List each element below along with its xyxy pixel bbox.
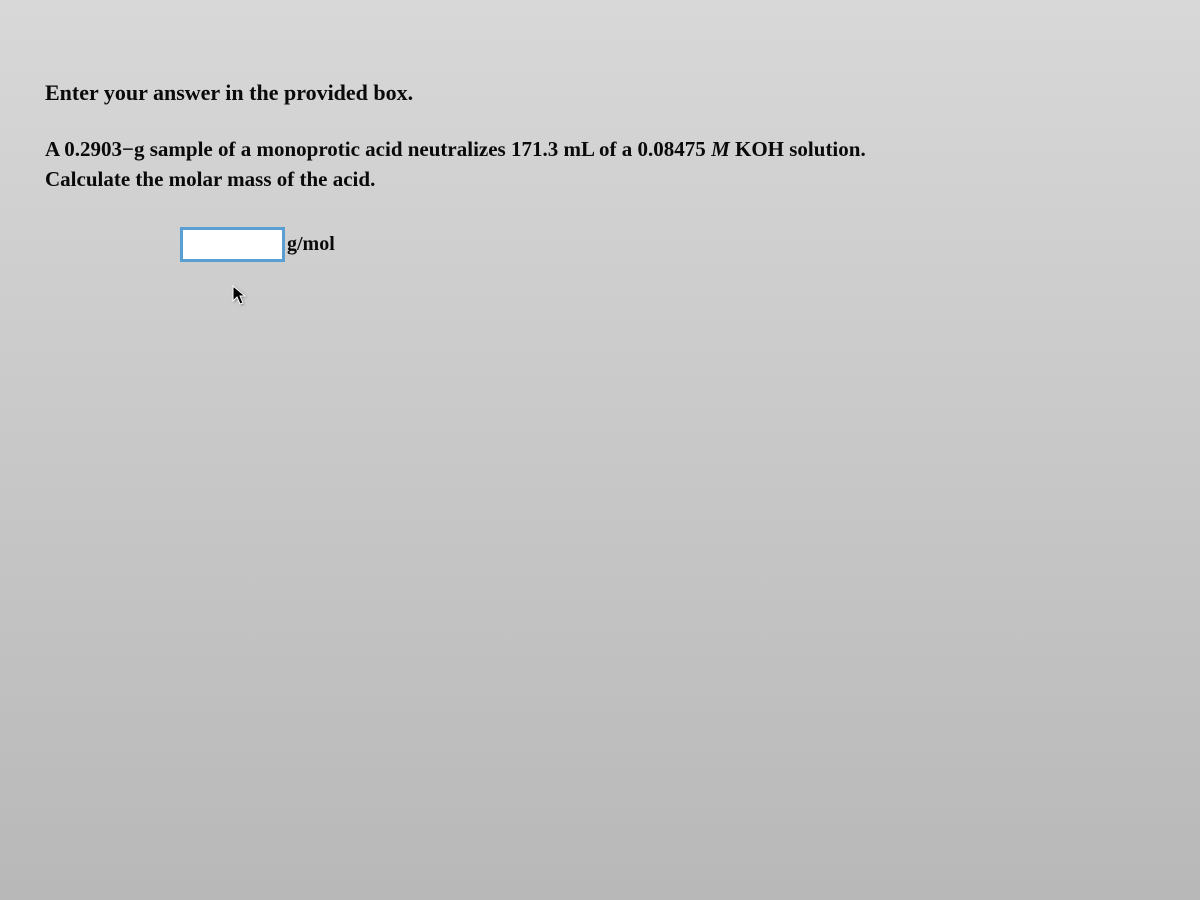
problem-line1-part2: KOH solution. <box>730 137 866 161</box>
question-content: Enter your answer in the provided box. A… <box>45 80 1155 262</box>
problem-statement: A 0.2903−g sample of a monoprotic acid n… <box>45 134 1155 195</box>
answer-row: g/mol <box>180 227 1155 262</box>
cursor-icon <box>232 285 248 307</box>
problem-molarity-symbol: M <box>711 137 730 161</box>
problem-line2: Calculate the molar mass of the acid. <box>45 167 375 191</box>
instruction-text: Enter your answer in the provided box. <box>45 80 1155 106</box>
answer-input[interactable] <box>180 227 285 262</box>
unit-label: g/mol <box>287 233 335 256</box>
problem-line1-part1: A 0.2903−g sample of a monoprotic acid n… <box>45 137 711 161</box>
